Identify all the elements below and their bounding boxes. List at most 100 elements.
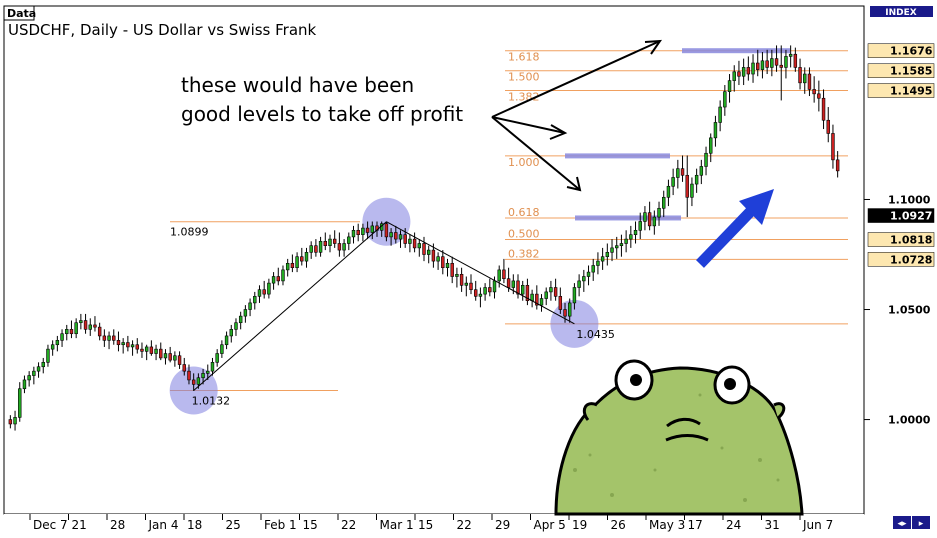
blue-up-arrow-icon bbox=[696, 189, 774, 268]
candle-body bbox=[793, 53, 798, 68]
candle-body bbox=[347, 236, 351, 244]
candle-body bbox=[643, 212, 647, 222]
candle-body bbox=[220, 344, 224, 354]
candle-body bbox=[60, 333, 64, 341]
price-tag-label: 1.0818 bbox=[890, 234, 932, 247]
candle-body bbox=[55, 340, 60, 346]
candle-body bbox=[756, 62, 760, 70]
candle-body bbox=[492, 280, 497, 293]
candle-body bbox=[521, 285, 525, 295]
candle-body bbox=[779, 64, 783, 68]
price-tag-box bbox=[867, 63, 935, 78]
candle-body bbox=[788, 53, 793, 57]
x-tick-label: May 3 bbox=[649, 518, 685, 532]
x-tick-label: 15 bbox=[418, 518, 433, 532]
candle-body bbox=[248, 302, 252, 310]
candle-body bbox=[351, 229, 356, 238]
candle-body bbox=[652, 216, 657, 227]
fib-ratio-label: 0.382 bbox=[508, 247, 540, 260]
candle-body bbox=[516, 280, 520, 295]
swing-low2-label: 1.0435 bbox=[576, 328, 615, 341]
x-tick-label: 26 bbox=[611, 518, 626, 532]
candle-body bbox=[41, 362, 45, 368]
candle-body bbox=[426, 249, 431, 255]
price-tags: 1.1676 1.1585 1.1495 1.0927 1.0818 1.0728 bbox=[867, 43, 935, 267]
candle-body bbox=[699, 166, 704, 176]
x-tick-label: Feb 1 bbox=[264, 518, 297, 532]
candle-body bbox=[32, 370, 36, 376]
candle-body bbox=[210, 362, 215, 372]
svg-text:◂▸: ◂▸ bbox=[897, 519, 907, 529]
candle-body bbox=[403, 234, 407, 244]
candle-body bbox=[130, 344, 135, 348]
candle-body bbox=[657, 207, 661, 218]
candle-body bbox=[600, 256, 605, 262]
candle-body bbox=[323, 240, 327, 246]
candle-body bbox=[732, 71, 736, 81]
candle-body bbox=[112, 335, 116, 341]
candle-body bbox=[770, 58, 774, 68]
data-tab[interactable]: Data bbox=[3, 5, 36, 21]
candle-body bbox=[276, 276, 280, 282]
candle-body bbox=[760, 60, 765, 70]
candle-body bbox=[97, 326, 102, 337]
candle-body bbox=[459, 274, 464, 286]
candle-body bbox=[177, 355, 182, 365]
candle-body bbox=[582, 276, 586, 282]
x-tick-label: 25 bbox=[226, 518, 241, 532]
price-tag-box bbox=[867, 232, 935, 247]
candle-body bbox=[332, 238, 337, 244]
candle-body bbox=[835, 159, 840, 172]
candle-body bbox=[144, 346, 149, 352]
candle-body bbox=[568, 302, 572, 317]
candle-body bbox=[102, 335, 107, 341]
candle-body bbox=[182, 364, 186, 372]
candle-body bbox=[488, 287, 492, 293]
candle-body bbox=[525, 285, 530, 302]
candle-body bbox=[79, 320, 83, 324]
candle-body bbox=[337, 243, 342, 251]
swing-high-label: 1.0899 bbox=[170, 226, 209, 239]
candle-body bbox=[723, 91, 727, 108]
candle-body bbox=[610, 247, 614, 253]
candle-body bbox=[46, 348, 50, 363]
candles bbox=[8, 45, 840, 431]
candle-body bbox=[784, 56, 788, 68]
candle-body bbox=[803, 73, 807, 84]
candle-body bbox=[473, 289, 478, 297]
swing-lines bbox=[193, 221, 575, 391]
candle-body bbox=[774, 58, 779, 66]
chart-shift-icon[interactable]: ◂▸ ▸ bbox=[893, 516, 930, 529]
candle-body bbox=[450, 263, 454, 277]
candle-body bbox=[88, 324, 92, 330]
candle-body bbox=[445, 263, 450, 269]
candle-body bbox=[126, 342, 130, 348]
x-tick-label: 24 bbox=[726, 518, 741, 532]
candle-body bbox=[455, 274, 459, 277]
price-tag-label: 1.0728 bbox=[890, 253, 932, 266]
candle-body bbox=[285, 263, 290, 271]
index-tab[interactable]: INDEX bbox=[870, 6, 933, 18]
candle-body bbox=[685, 174, 689, 198]
fib-ratio-label: 1.382 bbox=[508, 91, 540, 104]
candle-body bbox=[83, 320, 88, 330]
candle-body bbox=[666, 185, 671, 198]
candle-body bbox=[267, 282, 271, 295]
x-tick-label: 17 bbox=[688, 518, 703, 532]
candle-body bbox=[154, 348, 158, 354]
candle-body bbox=[304, 251, 309, 262]
candle-body bbox=[812, 89, 816, 95]
candle-body bbox=[586, 271, 591, 277]
candle-body bbox=[671, 177, 675, 187]
x-tick-label: 29 bbox=[495, 518, 510, 532]
swing-low-label: 1.0132 bbox=[192, 395, 231, 408]
candle-body bbox=[535, 293, 539, 306]
price-tag-box bbox=[867, 208, 935, 223]
swing-up-line bbox=[193, 221, 387, 391]
candle-body bbox=[389, 232, 393, 238]
arrow-to-level-1618 bbox=[491, 40, 661, 118]
candle-body bbox=[798, 67, 802, 84]
x-tick-label: 19 bbox=[572, 518, 587, 532]
arrow-head-0618-icon bbox=[566, 176, 582, 192]
